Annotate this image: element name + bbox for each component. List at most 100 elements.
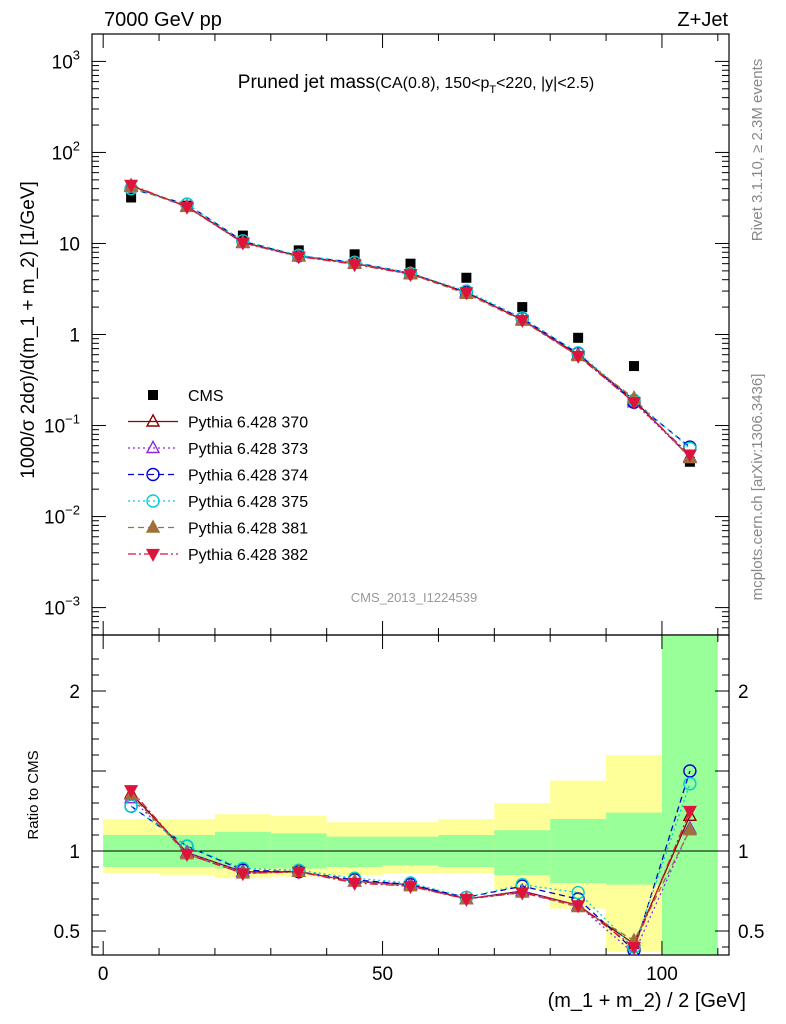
- main-data-point: [459, 287, 474, 301]
- ratio-y-tick-label: 0.5: [54, 922, 80, 943]
- main-data-point: [291, 251, 306, 265]
- x-tick-label: 0: [98, 964, 109, 985]
- legend-marker: [145, 548, 161, 562]
- ratio-frame: [91, 634, 730, 956]
- main-data-point: [571, 350, 586, 364]
- main-y-axis-label: 1000/σ 2dσ)/d(m_1 + m_2) [1/GeV]: [18, 181, 39, 479]
- ratio-data-point: [571, 900, 586, 914]
- main-data-point: [461, 272, 472, 283]
- main-y-tick-base: 1: [69, 326, 80, 347]
- subtitle-a: (CA(0.8), 150<p: [375, 75, 489, 92]
- legend-marker: [146, 467, 160, 482]
- legend-marker: [145, 413, 161, 427]
- legend-entry: Pythia 6.428 381: [128, 519, 308, 538]
- uncertainty-bands: [103, 635, 718, 955]
- main-data-point: [235, 237, 250, 251]
- main-y-tick-base: 10: [44, 508, 65, 529]
- x-tick-label: 100: [646, 964, 678, 985]
- x-axis-label: (m_1 + m_2) / 2 [GeV]: [548, 990, 746, 1012]
- main-series-line: [130, 184, 691, 456]
- ratio-data-point: [683, 764, 697, 778]
- ratio-data-point: [124, 785, 139, 799]
- legend-entry: Pythia 6.428 370: [128, 413, 308, 432]
- ratio-data-point: [347, 877, 362, 891]
- main-data-point: [517, 302, 528, 313]
- legend-marker: [145, 519, 161, 533]
- ratio-y-tick-label-right: 0.5: [738, 922, 764, 943]
- ratio-data-point: [291, 866, 306, 880]
- main-data-point: [515, 314, 530, 328]
- legend-marker: [145, 439, 161, 454]
- ratio-series-5: [124, 785, 697, 955]
- inner-band: [606, 812, 662, 885]
- main-y-tick-label: 10−1: [44, 412, 80, 438]
- title-text: Pruned jet mass: [238, 72, 375, 93]
- legend-label: Pythia 6.428 381: [188, 521, 308, 538]
- subtitle-b: <220, |y|<2.5): [496, 75, 594, 92]
- ratio-y-tick-label-right: 2: [738, 682, 749, 703]
- analysis-watermark: CMS_2013_I1224539: [351, 590, 478, 605]
- ratio-series-line: [130, 789, 691, 949]
- mcplots-label: mcplots.cern.ch [arXiv:1306.3436]: [749, 374, 766, 601]
- main-y-tick-base: 10: [52, 52, 73, 73]
- legend-entry: CMS: [148, 388, 224, 405]
- main-data-point: [682, 449, 697, 463]
- legend-label: Pythia 6.428 375: [188, 494, 308, 511]
- main-y-tick-base: 10: [52, 143, 73, 164]
- main-data-point: [179, 201, 194, 215]
- main-series-3: [124, 181, 697, 454]
- legend-entry: Pythia 6.428 382: [128, 547, 308, 564]
- main-y-tick-base: 10: [59, 234, 80, 255]
- legend-label: Pythia 6.428 373: [188, 441, 308, 458]
- x-tick-label: 50: [372, 964, 393, 985]
- ratio-y-tick-label: 1: [69, 842, 80, 863]
- inner-band: [661, 635, 718, 955]
- main-y-tick-exp: −1: [65, 412, 80, 427]
- ratio-data-point: [571, 885, 585, 900]
- main-data-point: [627, 397, 642, 411]
- inner-band: [494, 830, 551, 875]
- main-y-tick-label: 10−2: [44, 503, 80, 529]
- inner-band: [326, 836, 383, 867]
- main-frame: [91, 33, 730, 636]
- legend-marker: [146, 494, 160, 508]
- ratio-data-point: [515, 887, 530, 901]
- main-data-point: [405, 258, 416, 269]
- main-series-line: [130, 186, 691, 459]
- ratio-data-point: [682, 822, 698, 836]
- main-data-point: [124, 179, 139, 193]
- legend-label: Pythia 6.428 374: [188, 468, 308, 485]
- main-y-tick-label: 103: [52, 47, 80, 73]
- legend-label: Pythia 6.428 370: [188, 415, 308, 432]
- main-y-tick-exp: −2: [65, 503, 80, 518]
- process-label: Z+Jet: [677, 9, 728, 31]
- ratio-data-point: [403, 881, 418, 895]
- ratio-series-line: [130, 770, 691, 952]
- main-data-point: [629, 361, 640, 372]
- main-y-tick-exp: 2: [73, 138, 80, 153]
- main-series-line: [130, 188, 691, 448]
- legend-entry: Pythia 6.428 374: [128, 468, 308, 485]
- ratio-series-group: [123, 764, 698, 955]
- legend-label: Pythia 6.428 382: [188, 547, 308, 564]
- ratio-data-point: [682, 807, 698, 821]
- legend-label: CMS: [188, 388, 224, 405]
- main-data-point: [347, 259, 362, 273]
- ratio-panel: 0.5 0.5 1 1 2 2 0 50 100: [54, 634, 764, 985]
- ratio-data-point: [683, 777, 697, 791]
- ratio-data-point: [235, 868, 250, 882]
- legend-entry: Pythia 6.428 373: [128, 439, 308, 458]
- main-series-6: [124, 179, 697, 463]
- main-y-tick-base: 10: [44, 417, 65, 438]
- main-y-tick-label: 1: [69, 326, 80, 347]
- main-y-tick-exp: 3: [73, 47, 80, 62]
- ratio-data-point: [627, 941, 642, 955]
- ratio-y-axis-label: Ratio to CMS: [25, 750, 42, 839]
- ratio-data-point: [179, 849, 194, 863]
- ratio-y-tick-label: 2: [69, 682, 80, 703]
- main-y-tick-base: 10: [44, 599, 65, 620]
- main-data-point: [126, 192, 137, 203]
- subtitle-sub: T: [489, 84, 496, 96]
